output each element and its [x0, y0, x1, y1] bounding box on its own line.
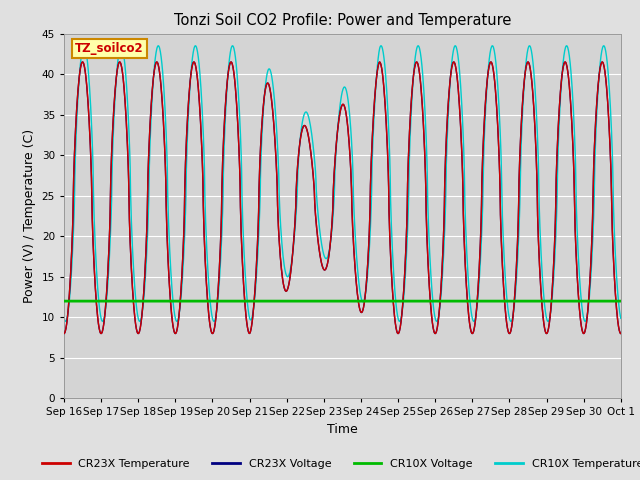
Y-axis label: Power (V) / Temperature (C): Power (V) / Temperature (C)	[23, 129, 36, 303]
Legend: CR23X Temperature, CR23X Voltage, CR10X Voltage, CR10X Temperature: CR23X Temperature, CR23X Voltage, CR10X …	[37, 454, 640, 473]
X-axis label: Time: Time	[327, 423, 358, 436]
Text: TZ_soilco2: TZ_soilco2	[75, 42, 144, 55]
Title: Tonzi Soil CO2 Profile: Power and Temperature: Tonzi Soil CO2 Profile: Power and Temper…	[173, 13, 511, 28]
